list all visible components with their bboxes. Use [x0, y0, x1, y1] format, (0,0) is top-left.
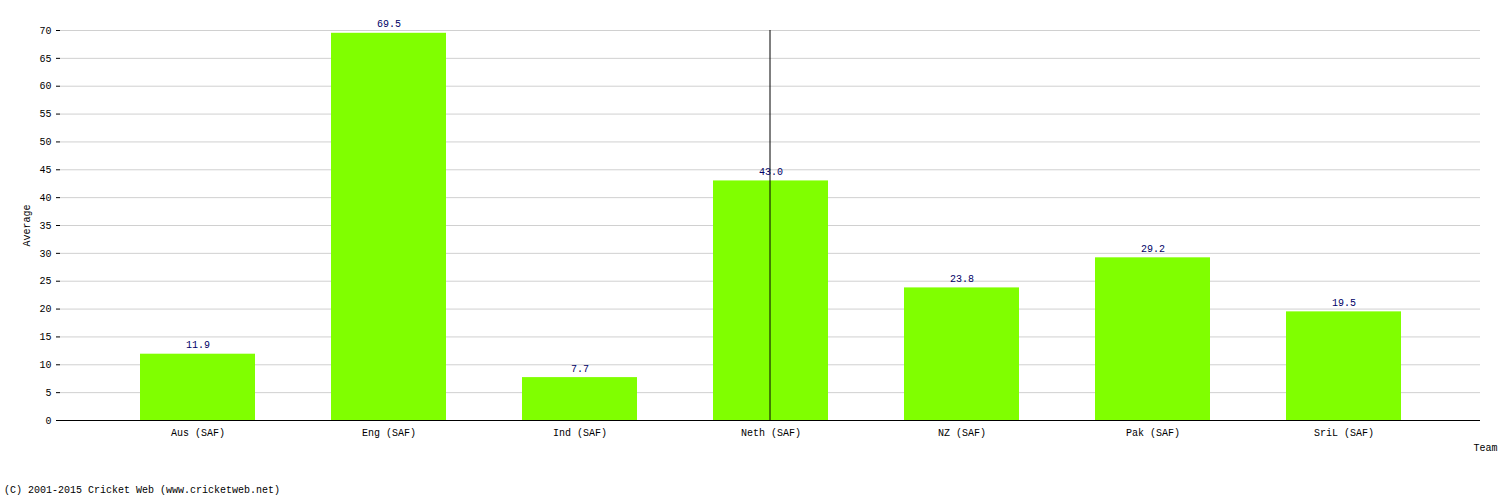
svg-text:25: 25 [39, 276, 51, 287]
svg-text:70: 70 [39, 26, 51, 37]
svg-text:50: 50 [39, 137, 51, 148]
svg-text:60: 60 [39, 81, 51, 92]
svg-text:10: 10 [39, 360, 51, 371]
svg-text:20: 20 [39, 304, 51, 315]
svg-text:35: 35 [39, 221, 51, 232]
svg-text:Aus (SAF): Aus (SAF) [171, 428, 225, 439]
svg-text:40: 40 [39, 193, 51, 204]
svg-text:0: 0 [45, 416, 51, 427]
svg-text:15: 15 [39, 332, 51, 343]
svg-text:11.9: 11.9 [186, 340, 210, 351]
svg-text:Eng (SAF): Eng (SAF) [362, 428, 416, 439]
svg-text:7.7: 7.7 [571, 364, 589, 375]
svg-text:Team: Team [1473, 443, 1497, 454]
svg-text:69.5: 69.5 [377, 19, 401, 30]
svg-text:Ind (SAF): Ind (SAF) [553, 428, 607, 439]
svg-text:Average: Average [22, 204, 33, 246]
svg-text:23.8: 23.8 [950, 274, 974, 285]
svg-text:29.2: 29.2 [1141, 244, 1165, 255]
svg-text:Pak (SAF): Pak (SAF) [1126, 428, 1180, 439]
svg-text:30: 30 [39, 249, 51, 260]
svg-text:65: 65 [39, 54, 51, 65]
svg-text:55: 55 [39, 109, 51, 120]
svg-text:5: 5 [45, 388, 51, 399]
svg-text:45: 45 [39, 165, 51, 176]
svg-text:Neth (SAF): Neth (SAF) [741, 428, 801, 439]
svg-text:43.0: 43.0 [759, 167, 783, 178]
svg-text:NZ (SAF): NZ (SAF) [938, 428, 986, 439]
svg-text:SriL (SAF): SriL (SAF) [1314, 428, 1374, 439]
html-text:(C) 2001-2015 Cricket Web (www: (C) 2001-2015 Cricket Web (www.cricketwe… [4, 485, 280, 496]
svg-text:19.5: 19.5 [1332, 298, 1356, 309]
